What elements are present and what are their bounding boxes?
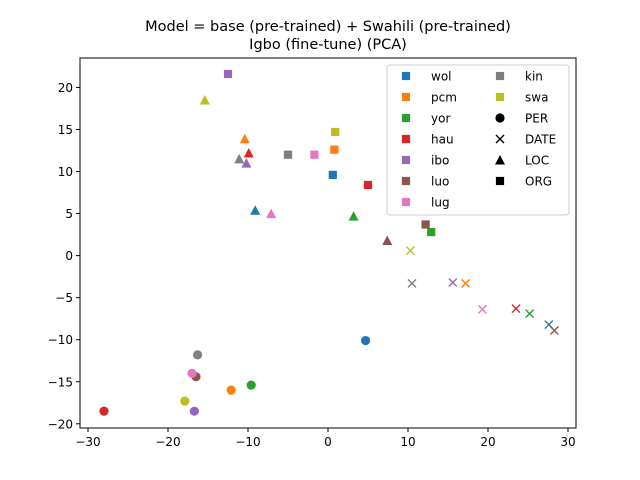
legend-label-hau: hau [431, 133, 454, 147]
point-yor-loc [348, 211, 359, 221]
legend-marker-hau [401, 134, 411, 144]
x-tick-label: −10 [235, 435, 260, 449]
legend-marker-date [495, 134, 505, 144]
point-kin-date [407, 278, 417, 288]
chart-title-line-2: Igbo (fine-tune) (PCA) [249, 37, 407, 53]
x-tick-label: −20 [155, 435, 180, 449]
y-tick-label: −20 [48, 417, 73, 431]
point-swa-per [180, 396, 190, 406]
legend-marker-lug [401, 197, 411, 207]
y-tick-label: 10 [58, 165, 73, 179]
point-kin-org [283, 150, 293, 159]
point-hau-org [363, 180, 373, 190]
plot-area [99, 69, 559, 416]
legend-label-wol: wol [431, 70, 452, 84]
legend-label-yor: yor [431, 112, 450, 126]
point-pcm-per [226, 385, 236, 395]
point-yor-org [427, 227, 436, 237]
legend-marker-per [495, 113, 505, 123]
legend-label-luo: luo [431, 175, 449, 189]
point-pcm-loc [239, 133, 250, 144]
y-tick-label: 20 [58, 81, 73, 95]
x-tick-label: 0 [324, 435, 332, 449]
legend-marker-loc [495, 155, 505, 165]
point-hau-date [511, 304, 521, 314]
point-lug-loc [266, 208, 277, 219]
y-tick-label: 0 [65, 249, 73, 263]
point-swa-org [331, 127, 340, 137]
chart-title-line-1: Model = base (pre-trained) + Swahili (pr… [145, 19, 511, 35]
legend-label-ibo: ibo [431, 154, 449, 168]
legend-marker-kin [495, 71, 505, 81]
legend-label-pcm: pcm [431, 91, 457, 105]
legend-marker-luo [401, 176, 411, 186]
point-ibo-org [223, 69, 233, 79]
point-pcm-date [461, 278, 471, 288]
legend-label-swa: swa [525, 91, 548, 105]
point-pcm-org [330, 145, 339, 154]
legend-marker-pcm [401, 92, 411, 102]
legend-label-kin: kin [525, 70, 543, 84]
point-luo-date [549, 325, 559, 335]
point-yor-date [525, 309, 535, 319]
y-tick-label: 5 [65, 207, 73, 221]
point-kin-per [193, 350, 203, 360]
point-swa-loc [199, 95, 210, 105]
y-tick-label: −10 [48, 333, 73, 347]
x-tick-label: 10 [400, 435, 415, 449]
point-ibo-date [448, 278, 458, 288]
y-tick-label: −5 [55, 291, 73, 305]
point-ibo-per [189, 406, 199, 416]
legend-label-per: PER [525, 112, 548, 126]
legend-marker-ibo [401, 155, 411, 165]
x-tick-label: 30 [560, 435, 575, 449]
point-luo-loc [382, 235, 393, 245]
legend-label-lug: lug [431, 196, 450, 210]
legend-label-org: ORG [525, 175, 552, 189]
y-tick-label: −15 [48, 375, 73, 389]
point-lug-per [187, 368, 197, 378]
point-lug-org [310, 150, 319, 159]
point-wol-org [328, 170, 337, 179]
point-wol-loc [250, 205, 261, 215]
y-tick-label: 15 [58, 123, 73, 137]
point-ibo-loc [241, 158, 252, 168]
legend-label-date: DATE [525, 133, 556, 147]
legend: wol pcm yor hau ibo luo lug kin swa PER DATE LOC ORG [386, 64, 570, 216]
legend-marker-swa [495, 92, 505, 102]
point-kin-loc [234, 153, 245, 164]
point-luo-org [421, 220, 430, 229]
legend-box [386, 64, 570, 216]
point-lug-date [477, 304, 487, 314]
x-tick-label: −30 [75, 435, 100, 449]
legend-marker-wol [401, 71, 411, 81]
legend-marker-yor [401, 113, 411, 123]
point-hau-loc [243, 148, 254, 158]
point-swa-date [405, 246, 415, 256]
point-wol-per [361, 335, 371, 346]
point-yor-per [246, 380, 256, 390]
x-tick-label: 20 [480, 435, 495, 449]
legend-marker-org [495, 176, 505, 186]
point-hau-per [99, 406, 109, 416]
legend-label-loc: LOC [525, 154, 549, 168]
